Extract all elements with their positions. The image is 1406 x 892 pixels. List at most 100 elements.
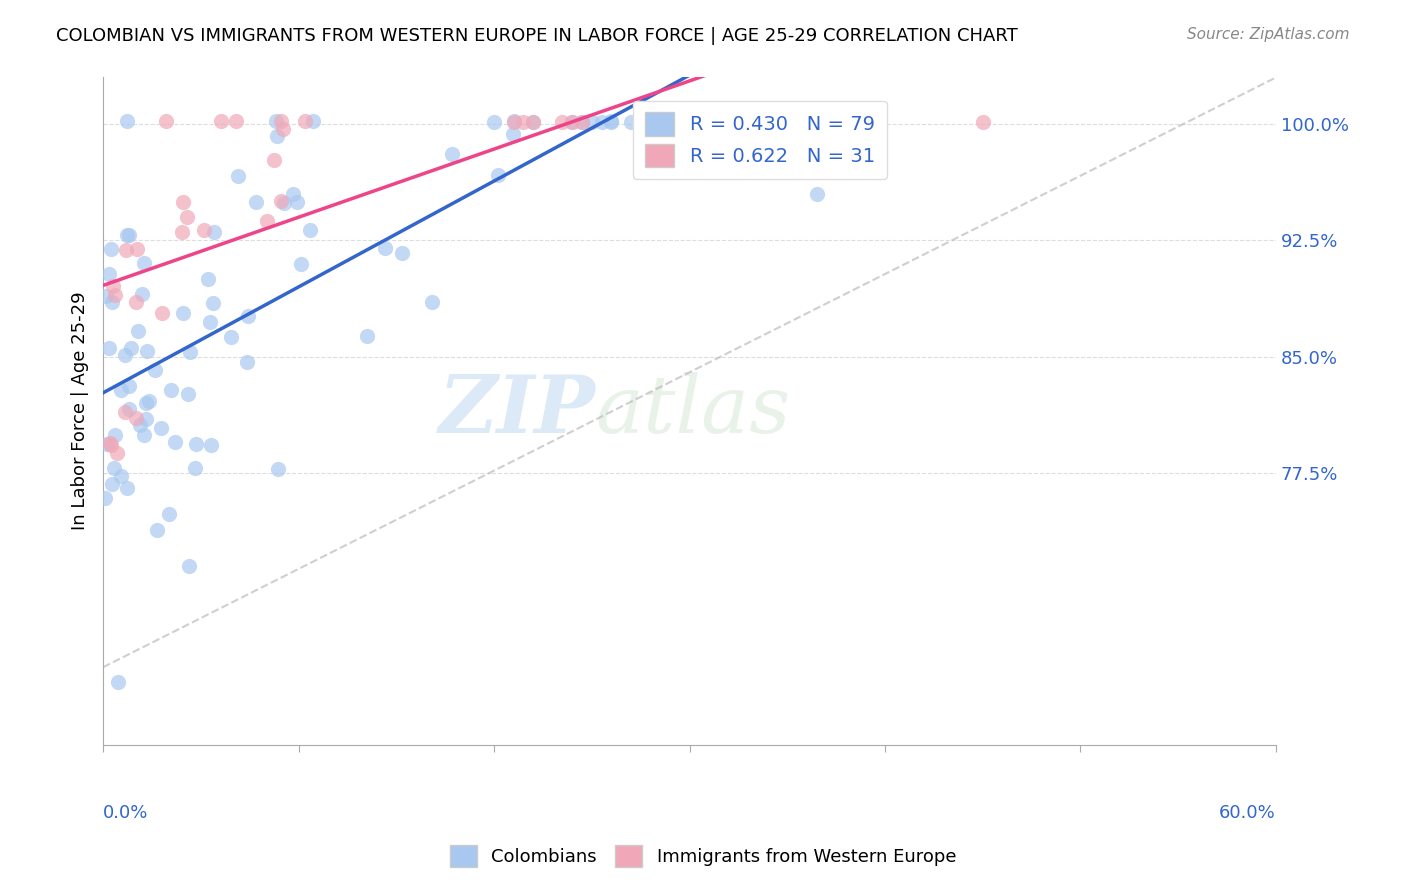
- Point: [264, 114, 287, 128]
- Point: [172, 195, 194, 210]
- Point: [114, 348, 136, 362]
- Point: [149, 420, 172, 434]
- Point: [972, 115, 994, 129]
- Point: [581, 115, 603, 129]
- Point: [159, 507, 181, 521]
- Point: [129, 417, 152, 432]
- Point: [236, 355, 259, 369]
- Point: [294, 114, 316, 128]
- Point: [110, 468, 132, 483]
- Point: [98, 435, 121, 450]
- Point: [96, 436, 118, 450]
- Point: [145, 524, 167, 538]
- Point: [211, 114, 233, 128]
- Point: [806, 186, 828, 201]
- Point: [115, 481, 138, 495]
- Point: [100, 242, 122, 256]
- Point: [172, 306, 194, 320]
- Point: [440, 146, 463, 161]
- Point: [591, 115, 613, 129]
- Legend: R = 0.430   N = 79, R = 0.622   N = 31: R = 0.430 N = 79, R = 0.622 N = 31: [633, 101, 887, 179]
- Point: [571, 115, 593, 129]
- Point: [266, 128, 288, 143]
- Text: 0.0%: 0.0%: [103, 804, 149, 822]
- Point: [107, 674, 129, 689]
- Point: [143, 363, 166, 377]
- Point: [198, 314, 221, 328]
- Legend: Colombians, Immigrants from Western Europe: Colombians, Immigrants from Western Euro…: [443, 838, 963, 874]
- Point: [200, 438, 222, 452]
- Point: [522, 115, 544, 129]
- Point: [551, 115, 574, 129]
- Point: [136, 344, 159, 359]
- Point: [482, 115, 505, 129]
- Point: [270, 194, 292, 208]
- Point: [561, 115, 583, 129]
- Point: [512, 115, 534, 129]
- Point: [356, 329, 378, 343]
- Point: [503, 114, 526, 128]
- Point: [179, 559, 201, 574]
- Point: [236, 309, 259, 323]
- Point: [104, 288, 127, 302]
- Point: [193, 223, 215, 237]
- Point: [184, 437, 207, 451]
- Point: [184, 460, 207, 475]
- Point: [600, 115, 623, 129]
- Point: [97, 341, 120, 355]
- Point: [290, 257, 312, 271]
- Point: [197, 272, 219, 286]
- Point: [132, 256, 155, 270]
- Point: [245, 194, 267, 209]
- Point: [420, 295, 443, 310]
- Point: [177, 386, 200, 401]
- Point: [104, 428, 127, 442]
- Point: [138, 394, 160, 409]
- Point: [100, 437, 122, 451]
- Point: [391, 245, 413, 260]
- Point: [299, 222, 322, 236]
- Point: [374, 242, 396, 256]
- Point: [115, 243, 138, 257]
- Point: [103, 460, 125, 475]
- Point: [163, 434, 186, 449]
- Point: [155, 114, 177, 128]
- Text: ZIP: ZIP: [439, 372, 596, 450]
- Point: [127, 324, 149, 338]
- Point: [131, 287, 153, 301]
- Point: [228, 169, 250, 183]
- Point: [135, 396, 157, 410]
- Point: [488, 169, 510, 183]
- Point: [160, 383, 183, 397]
- Point: [202, 225, 225, 239]
- Point: [115, 227, 138, 242]
- Text: Source: ZipAtlas.com: Source: ZipAtlas.com: [1187, 27, 1350, 42]
- Point: [620, 115, 643, 129]
- Point: [118, 227, 141, 242]
- Point: [502, 115, 524, 129]
- Point: [118, 379, 141, 393]
- Text: 60.0%: 60.0%: [1219, 804, 1277, 822]
- Point: [571, 115, 593, 129]
- Point: [267, 462, 290, 476]
- Text: COLOMBIAN VS IMMIGRANTS FROM WESTERN EUROPE IN LABOR FORCE | AGE 25-29 CORRELATI: COLOMBIAN VS IMMIGRANTS FROM WESTERN EUR…: [56, 27, 1018, 45]
- Point: [115, 114, 138, 128]
- Point: [118, 402, 141, 417]
- Point: [301, 114, 323, 128]
- Point: [150, 306, 173, 320]
- Point: [502, 128, 524, 142]
- Point: [110, 383, 132, 397]
- Point: [201, 296, 224, 310]
- Point: [273, 196, 295, 211]
- Point: [522, 115, 544, 129]
- Point: [600, 114, 623, 128]
- Point: [256, 214, 278, 228]
- Point: [125, 410, 148, 425]
- Point: [179, 345, 201, 359]
- Point: [283, 186, 305, 201]
- Point: [263, 153, 285, 167]
- Point: [105, 446, 128, 460]
- Point: [114, 405, 136, 419]
- Point: [170, 225, 193, 239]
- Point: [132, 427, 155, 442]
